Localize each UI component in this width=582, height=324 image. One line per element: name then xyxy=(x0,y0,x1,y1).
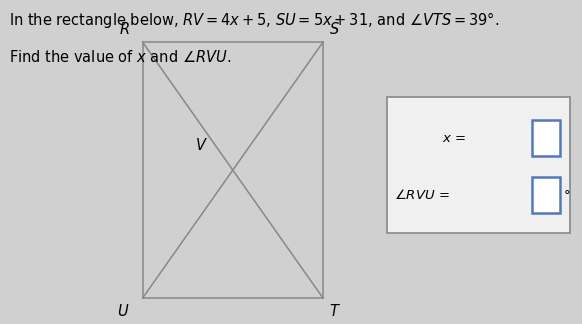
Text: Find the value of $x$ and $\angle RVU$.: Find the value of $x$ and $\angle RVU$. xyxy=(9,49,231,64)
Text: $\angle RVU$ =: $\angle RVU$ = xyxy=(394,188,450,202)
Text: In the rectangle below, $RV=4x+5$, $SU=5x+31$, and $\angle VTS=39°$.: In the rectangle below, $RV=4x+5$, $SU=5… xyxy=(9,10,499,30)
FancyBboxPatch shape xyxy=(532,177,560,213)
Text: $U$: $U$ xyxy=(118,303,130,319)
FancyBboxPatch shape xyxy=(387,97,570,233)
Text: $S$: $S$ xyxy=(329,21,340,37)
Text: $x$ =: $x$ = xyxy=(442,132,466,145)
Text: $V$: $V$ xyxy=(195,137,208,153)
FancyBboxPatch shape xyxy=(532,120,560,156)
Text: °: ° xyxy=(563,189,570,202)
Text: $T$: $T$ xyxy=(329,303,341,319)
Text: $R$: $R$ xyxy=(119,21,130,37)
